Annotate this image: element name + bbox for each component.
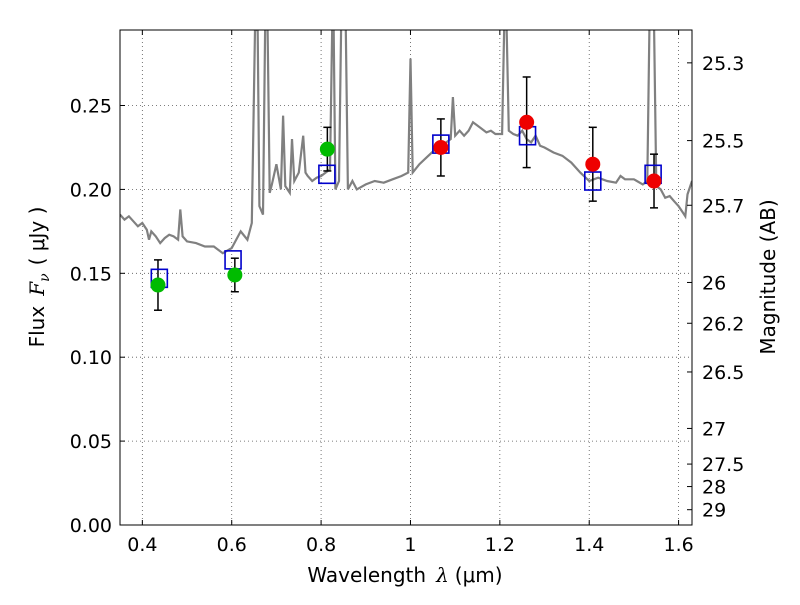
- y2-tick-label: 28: [702, 477, 726, 499]
- y2-tick-label: 26: [702, 272, 726, 294]
- plot-frame: [119, 29, 693, 526]
- observed-point: [319, 141, 335, 157]
- y2-axis-title: Magnitude (AB): [756, 199, 780, 354]
- observed-point: [227, 267, 243, 283]
- observed-point: [433, 139, 449, 155]
- axis-ticks: [120, 30, 692, 526]
- y2-tick-label: 25.7: [702, 195, 744, 217]
- x-tick-label: 0.4: [127, 534, 157, 556]
- y2-tick-label: 26.2: [702, 313, 744, 335]
- y-tick-label: 0.05: [70, 431, 112, 453]
- observed-point: [150, 277, 166, 293]
- x-tick-label: 1.6: [663, 534, 693, 556]
- y-tick-label: 0.00: [70, 515, 112, 537]
- y2-tick-label: 27.5: [702, 454, 744, 476]
- y2-tick-label: 25.3: [702, 53, 744, 75]
- x-tick-label: 0.8: [306, 534, 336, 556]
- observed-points: [150, 114, 662, 293]
- y-tick-labels: 0.00 0.05 0.10 0.15 0.20 0.25: [70, 96, 112, 537]
- observed-point: [585, 156, 601, 172]
- y-axis-title: FluxFν( μJy ): [25, 207, 53, 348]
- x-tick-label: 1.2: [485, 534, 515, 556]
- model-photometry-boxes: [150, 125, 662, 289]
- observed-point: [519, 114, 535, 130]
- y-tick-label: 0.25: [70, 96, 112, 118]
- model-photometry-box: [583, 171, 602, 191]
- model-photometry-box: [318, 164, 336, 185]
- x-tick-label: 1: [404, 534, 416, 556]
- y2-tick-label: 27: [702, 418, 726, 440]
- y2-tick-label: 29: [702, 500, 726, 522]
- y2-tick-label: 26.5: [702, 362, 744, 384]
- y-tick-label: 0.15: [70, 263, 112, 285]
- x-tick-labels: 0.4 0.6 0.8 1 1.2 1.4 1.6: [127, 534, 693, 556]
- spectrum-line: [120, 30, 692, 255]
- y2-tick-label: 25.5: [702, 131, 744, 153]
- x-tick-label: 1.4: [574, 534, 604, 556]
- observed-point: [646, 173, 662, 189]
- y-tick-label: 0.20: [70, 179, 112, 201]
- grid: [120, 30, 692, 526]
- y-tick-label: 0.10: [70, 347, 112, 369]
- x-axis-title: Wavelength λ (μm): [307, 563, 502, 587]
- x-tick-label: 0.6: [217, 534, 247, 556]
- model-spectrum: [120, 30, 692, 255]
- model-photometry-box: [224, 250, 242, 270]
